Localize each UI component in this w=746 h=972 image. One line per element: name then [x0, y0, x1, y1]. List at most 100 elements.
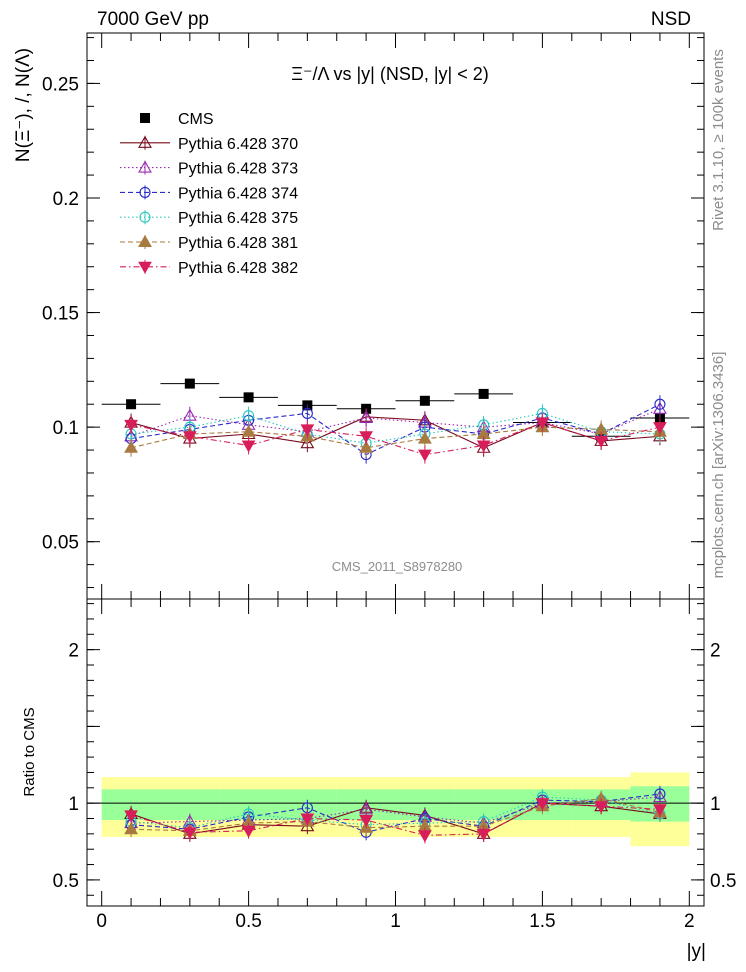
x-tick-label: 0.5 [235, 911, 261, 932]
ratio-panel: Ratio to CMS |y| 0.5 0.5 1 1 2 2 0 0.5 1 1.5 2 [21, 598, 736, 962]
ratio-point [241, 825, 256, 838]
y-tick-label: 0.1 [53, 418, 79, 439]
ratio-line [131, 797, 661, 832]
legend-label: Pythia 6.428 381 [178, 235, 298, 252]
y-tick-label-right: 1 [710, 794, 721, 815]
data-point [654, 412, 665, 423]
data-point [300, 424, 315, 437]
data-point [359, 431, 373, 444]
ratio-line [130, 802, 660, 836]
main-panel: Ξ⁻/Λ vs |y| (NSD, |y| < 2) N(Ξ⁻), /, N(Λ… [13, 32, 705, 600]
ratio-point [300, 813, 315, 826]
data-point [241, 424, 256, 437]
legend-marker [138, 160, 152, 173]
legend-marker [139, 211, 151, 223]
data-point [418, 449, 432, 462]
series-line [130, 403, 661, 456]
series-pythia-6-428-373 [124, 399, 667, 446]
ratio-line [131, 793, 660, 833]
legend-item: CMS [140, 111, 214, 128]
ratio-line [130, 802, 660, 835]
legend-marker [138, 135, 152, 148]
legend-item: Pythia 6.428 370 [120, 135, 298, 153]
mcplots-label: mcplots.cern.ch [arXiv:1306.3436] [710, 352, 727, 579]
ratio-line [131, 796, 661, 829]
series-line [130, 408, 661, 437]
legend-marker [140, 113, 150, 123]
data-point [243, 410, 255, 422]
series-line [130, 416, 660, 449]
x-tick-label: 1.5 [529, 911, 555, 932]
ratio-point [182, 827, 197, 840]
ratio-frame [86, 598, 705, 907]
data-point [124, 419, 138, 432]
x-axis-label: |y| [687, 941, 706, 962]
legend-label: Pythia 6.428 374 [178, 185, 298, 202]
series-pythia-6-428-370 [124, 407, 667, 457]
data-point [653, 422, 667, 435]
ratio-point [124, 810, 138, 823]
ratio-point [124, 822, 139, 835]
ratio-point [418, 830, 432, 843]
legend-item: Pythia 6.428 382 [120, 259, 298, 277]
ratio-point [653, 804, 667, 817]
ratio-point [476, 828, 491, 841]
ratio-point [594, 801, 609, 814]
x-tick-label: 0 [96, 911, 107, 932]
y-tick-label-right: 2 [710, 641, 721, 662]
legend-label: Pythia 6.428 370 [178, 136, 298, 153]
ratio-ylabel: Ratio to CMS [21, 707, 38, 796]
data-point [184, 378, 195, 389]
legend-marker [139, 186, 151, 198]
data-point [417, 431, 432, 444]
y-tick-label: 2 [68, 641, 79, 662]
energy-label: 7000 GeV pp [97, 9, 209, 30]
legend-label: Pythia 6.428 375 [178, 210, 298, 227]
legend-label: Pythia 6.428 373 [178, 161, 298, 178]
y-tick-label: 0.15 [42, 304, 79, 325]
main-title: Ξ⁻/Λ vs |y| (NSD, |y| < 2) [291, 64, 488, 84]
y-tick-label: 0.25 [42, 74, 79, 95]
legend-item: Pythia 6.428 381 [120, 234, 298, 252]
legend: CMS Pythia 6.428 370 Pythia 6.428 373 Pythi… [120, 111, 298, 277]
legend-item: Pythia 6.428 375 [120, 210, 298, 227]
data-point [243, 392, 254, 403]
series-line [131, 412, 660, 444]
y-tick-label-right: 0.5 [710, 871, 736, 892]
data-point [594, 435, 609, 448]
data-point [300, 436, 315, 449]
series-pythia-6-428-374 [125, 395, 666, 464]
data-point [359, 440, 374, 453]
data-point [124, 440, 139, 453]
y-tick-label: 0.2 [53, 189, 79, 210]
data-point [654, 398, 666, 410]
series-line [130, 421, 661, 456]
series-line [130, 426, 660, 449]
process-label: NSD [651, 9, 691, 30]
legend-marker [138, 261, 152, 274]
data-point [359, 410, 374, 424]
ratio-point [359, 815, 373, 828]
legend-label: CMS [178, 111, 214, 128]
data-point [535, 417, 550, 430]
watermark: CMS_2011_S8978280 [332, 559, 463, 574]
data-point [182, 431, 197, 444]
rivet-label: Rivet 3.1.10, ≥ 100k events [710, 49, 727, 231]
data-point [419, 395, 430, 406]
y-tick-label: 1 [68, 794, 79, 815]
data-point [241, 440, 256, 453]
y-tick-label: 0.5 [53, 871, 79, 892]
legend-label: Pythia 6.428 382 [178, 260, 298, 277]
ratio-point [535, 798, 550, 811]
legend-item: Pythia 6.428 374 [120, 185, 298, 202]
data-point [476, 440, 491, 453]
legend-marker [138, 234, 152, 248]
ratio-series-pythia-6-428-382 [124, 795, 667, 844]
data-point [301, 407, 313, 419]
x-tick-label: 2 [684, 911, 695, 932]
main-ylabel: N(Ξ⁻), /, N(Λ) [13, 48, 34, 162]
series-pythia-6-428-382 [124, 413, 667, 464]
data-point [478, 388, 489, 399]
ratio-point [654, 788, 666, 800]
